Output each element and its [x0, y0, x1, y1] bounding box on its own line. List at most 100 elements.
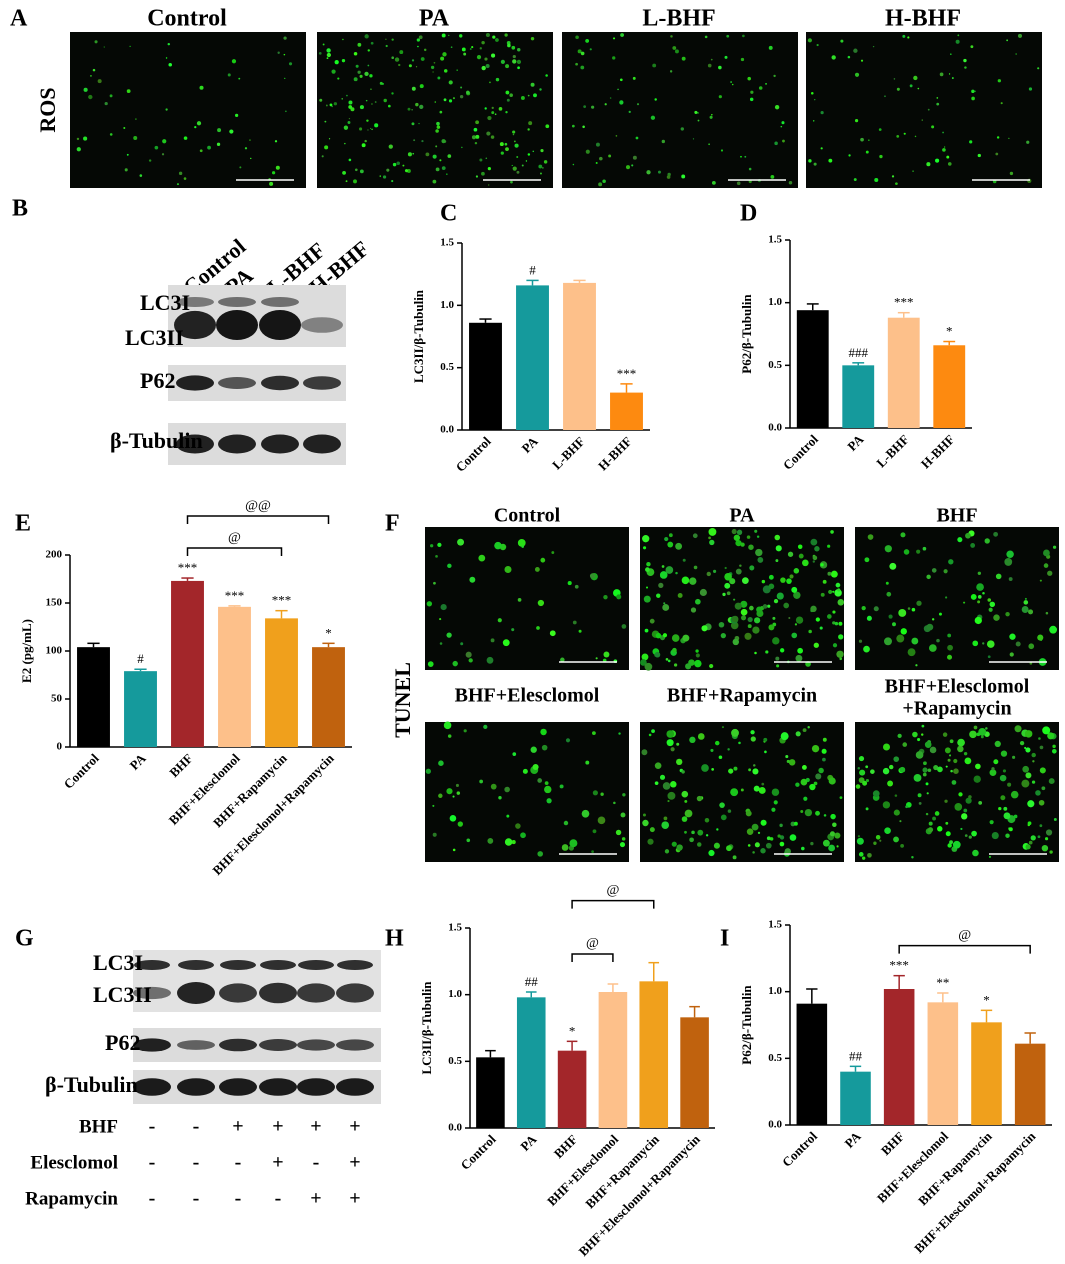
fluorescent-cell [632, 76, 636, 80]
blot-band [301, 317, 343, 333]
fluorescent-cell [490, 638, 495, 643]
blot-band [220, 960, 256, 970]
blot-band [219, 983, 257, 1003]
fluorescent-cell [947, 633, 952, 638]
fluorescent-cell [768, 583, 775, 590]
fluorescent-cell [591, 850, 594, 853]
fluorescent-cell [1000, 795, 1006, 801]
fluorescent-cell [754, 617, 761, 624]
fluorescent-cell [471, 135, 476, 140]
x-tick-label: H-BHF [918, 432, 958, 472]
fluorescent-cell [826, 614, 832, 619]
fluorescent-cell [931, 125, 935, 129]
blot-band [337, 960, 373, 970]
fluorescent-cell [989, 769, 997, 777]
fluorescent-cell [359, 127, 363, 131]
fluorescent-cell [984, 538, 990, 544]
fluorescent-cell [818, 767, 824, 774]
comparison-bracket [186, 515, 330, 525]
fluorescent-cell [931, 568, 937, 573]
fluorescent-cell [475, 120, 480, 125]
fluorescent-cell [835, 582, 841, 588]
fluorescent-cell [922, 772, 927, 777]
fluorescent-cell [628, 110, 631, 114]
fluorescent-cell [946, 155, 950, 159]
fluorescent-cell [333, 102, 338, 106]
fluorescent-cell [406, 169, 411, 173]
fluorescent-cell [810, 605, 817, 613]
image-title: +Rapamycin [902, 698, 1011, 720]
fluorescent-cell [765, 650, 769, 654]
fluorescent-cell [370, 41, 374, 45]
fluorescent-cell [411, 108, 413, 111]
fluorescent-cell [319, 98, 323, 102]
fluorescent-cell [708, 527, 717, 536]
fluorescent-cell [461, 47, 466, 52]
fluorescent-cell [435, 145, 438, 148]
fluorescent-cell [736, 181, 741, 186]
fluorescent-cell [681, 770, 685, 774]
fluorescent-cell [866, 615, 872, 621]
y-axis-label: E2 (pg/mL) [19, 619, 34, 683]
fluorescent-cell [734, 602, 742, 610]
bar [840, 1071, 871, 1125]
fluorescent-cell [1003, 812, 1011, 820]
fluorescent-cell [779, 835, 785, 840]
fluorescent-cell [341, 59, 346, 63]
fluorescent-cell [832, 590, 835, 593]
fluorescent-cell [474, 141, 478, 145]
fluorescent-cell [747, 76, 751, 81]
fluorescent-cell [646, 170, 651, 175]
fluorescent-cell [599, 156, 603, 161]
fluorescent-cell [673, 663, 678, 667]
fluorescent-cell [732, 638, 740, 646]
fluorescent-cell [632, 155, 637, 160]
blot-band [297, 1078, 335, 1096]
fluorescent-cell [598, 182, 603, 187]
fluorescent-cell [288, 62, 293, 66]
fluorescent-cell [667, 659, 671, 663]
treatment-name: Rapamycin [25, 1188, 118, 1209]
fluorescent-cell [551, 551, 555, 554]
fluorescent-cell [882, 743, 891, 751]
fluorescent-cell [689, 736, 696, 744]
fluorescent-cell [964, 834, 968, 837]
fluorescent-cell [927, 827, 934, 833]
fluorescent-cell [664, 849, 670, 854]
blot-band [260, 960, 296, 970]
bar [77, 647, 110, 747]
fluorescent-cell [740, 788, 744, 792]
fluorescent-cell [704, 35, 708, 39]
image-title: BHF+Rapamycin [667, 685, 817, 707]
fluorescent-cell [348, 158, 352, 162]
blot-band [336, 983, 374, 1003]
fluorescent-cell [109, 94, 113, 98]
fluorescent-cell [801, 846, 805, 851]
fluorescent-cell [900, 844, 904, 848]
fluorescent-cell [654, 651, 661, 658]
fluorescent-cell [88, 94, 93, 100]
fluorescent-cell [971, 89, 975, 94]
fluorescent-cell [1003, 806, 1008, 811]
fluorescent-cell [671, 634, 680, 642]
y-axis-label: LC3II/β-Tubulin [419, 981, 434, 1075]
fluorescent-cell [921, 724, 925, 728]
fluorescent-cell [695, 598, 701, 605]
fluorescent-cell [466, 90, 470, 95]
significance-mark: ## [525, 974, 539, 989]
fluorescent-cell [726, 591, 731, 596]
fluorescent-cell [448, 99, 453, 103]
bar [171, 580, 204, 747]
fluorescent-cell [491, 111, 495, 115]
band-label: LC3II [125, 325, 184, 350]
fluorescent-cell [567, 581, 572, 586]
fluorescent-cell [432, 154, 437, 159]
fluorescent-cell [612, 56, 616, 60]
fluorescent-cell [993, 759, 999, 765]
fluorescent-cell [961, 813, 968, 820]
fluorescent-cell [756, 535, 760, 538]
fluorescent-cell [685, 663, 692, 670]
fluorescent-cell [706, 571, 711, 577]
fluorescent-cell [788, 616, 791, 619]
fluorescent-cell [420, 57, 425, 61]
